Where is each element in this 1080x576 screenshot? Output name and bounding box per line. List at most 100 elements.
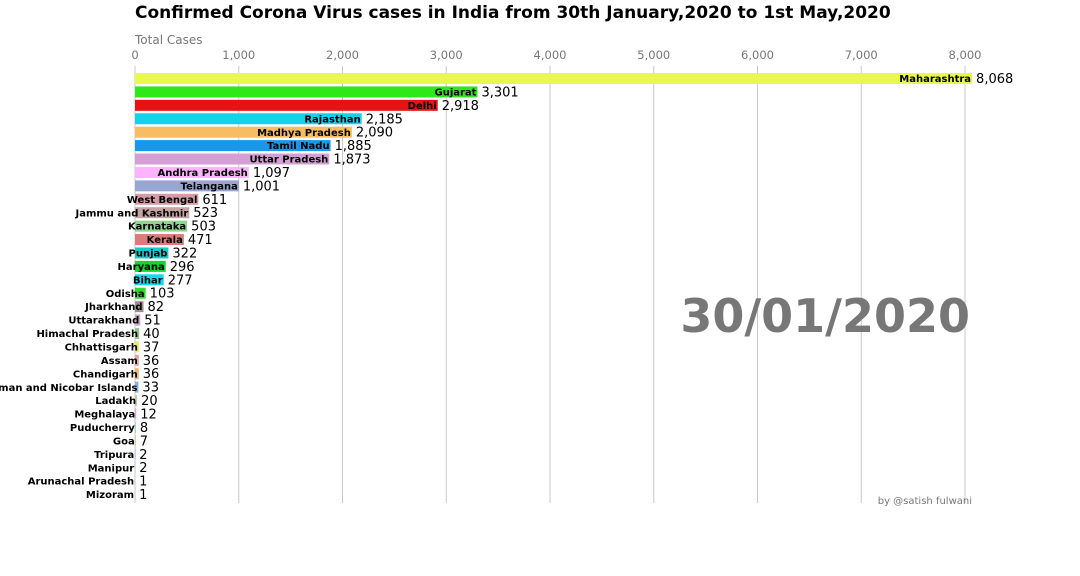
bar-value-label: 82 [148, 300, 165, 315]
bar-category-label: Chhattisgarh [65, 343, 138, 354]
bar [135, 462, 136, 474]
bar-value-label: 1 [139, 475, 147, 490]
bar-value-label: 611 [202, 193, 227, 208]
bar [135, 207, 190, 219]
bar [135, 220, 188, 232]
bar-value-label: 37 [143, 340, 160, 355]
bar-value-label: 523 [193, 206, 218, 221]
bar-category-label: Madhya Pradesh [257, 128, 351, 139]
bar-category-label: Uttarakhand [68, 316, 139, 327]
bar-value-label: 2,185 [366, 112, 403, 127]
bar [135, 327, 140, 339]
bar [135, 287, 146, 299]
bar-value-label: 8 [140, 421, 148, 436]
x-axis-ticks: 0 1,000 2,000 3,000 4,000 5,000 6,000 7,000 8,00… [131, 48, 981, 62]
bar [135, 489, 136, 501]
bar-category-label: Odisha [106, 289, 145, 300]
bar-value-label: 8,068 [976, 72, 1013, 87]
bar-value-label: 296 [170, 260, 195, 275]
bar-category-label: Mizoram [86, 490, 134, 501]
bar [135, 180, 239, 192]
bar [135, 234, 184, 246]
bar [135, 86, 478, 98]
gridlines [134, 66, 966, 503]
bar-category-label: Goa [113, 436, 135, 447]
bar [135, 421, 136, 433]
bar-category-label: Gujarat [435, 88, 477, 99]
bar-category-label: Haryana [118, 262, 165, 273]
bar [135, 435, 136, 447]
bar-category-label: Manipur [88, 463, 135, 474]
bar-category-label: Tamil Nadu [267, 141, 329, 152]
bar-value-label: 2,918 [442, 99, 479, 114]
bar-category-label: Bihar [133, 275, 163, 286]
bar [135, 381, 139, 393]
bar-value-label: 1,001 [243, 179, 280, 194]
bar-value-label: 2,090 [356, 126, 393, 141]
bar-category-label: Assam [101, 356, 138, 367]
x-tick-label: 5,000 [637, 48, 670, 62]
x-tick-label: 8,000 [949, 48, 982, 62]
x-tick-label: 0 [131, 48, 138, 62]
bar-category-label: Himachal Pradesh [36, 329, 138, 340]
bar-value-label: 471 [188, 233, 213, 248]
bar-category-label: Maharashtra [899, 74, 971, 85]
bar [135, 247, 169, 259]
bar-value-label: 7 [140, 434, 148, 449]
bar-value-label: 322 [172, 246, 197, 261]
x-tick-label: 6,000 [741, 48, 774, 62]
bar [135, 126, 352, 138]
bar-value-label: 277 [168, 273, 193, 288]
bar-category-label: Rajasthan [304, 114, 360, 125]
bar [135, 140, 331, 152]
bar [135, 448, 136, 460]
bar-value-label: 20 [141, 394, 158, 409]
bar-value-label: 103 [150, 287, 175, 302]
bar [135, 153, 330, 165]
bar-category-label: Jammu and Kashmir [74, 208, 188, 219]
bar-category-label: Kerala [147, 235, 183, 246]
bar-category-label: Telangana [181, 181, 238, 192]
x-tick-label: 1,000 [222, 48, 255, 62]
bar-value-label: 12 [140, 408, 157, 423]
bar [135, 475, 136, 487]
x-tick-label: 7,000 [845, 48, 878, 62]
bar [135, 99, 438, 111]
bar-value-label: 51 [144, 314, 161, 329]
bar-value-label: 40 [143, 327, 160, 342]
bar [135, 301, 144, 313]
bar [135, 314, 141, 326]
x-axis-label: Total Cases [134, 33, 202, 47]
bar-category-label: Puducherry [70, 423, 135, 434]
bar-value-label: 3,301 [481, 85, 518, 100]
bar-value-label: 1,885 [335, 139, 372, 154]
bar [135, 368, 139, 380]
bar-category-label: Arunachal Pradesh [28, 477, 134, 488]
bar [135, 166, 249, 178]
bar-value-label: 503 [191, 220, 216, 235]
bars: Maharashtra 8,068 Gujarat 3,301 Delhi 2,918 Ra… [0, 72, 1013, 503]
bar-value-label: 2 [139, 461, 147, 476]
bar-category-label: Delhi [408, 101, 437, 112]
date-label: 30/01/2020 [680, 289, 970, 343]
bar [135, 395, 138, 407]
bar-value-label: 33 [142, 381, 159, 396]
x-tick-label: 4,000 [534, 48, 567, 62]
bar [135, 274, 164, 286]
bar [135, 193, 199, 205]
chart-title: Confirmed Corona Virus cases in India fr… [135, 3, 891, 23]
bar-category-label: Meghalaya [74, 410, 135, 421]
bar-value-label: 1,097 [253, 166, 290, 181]
bar-category-label: Punjab [129, 249, 168, 260]
bar-value-label: 36 [143, 354, 160, 369]
bar-category-label: Uttar Pradesh [249, 155, 328, 166]
bar [135, 73, 973, 84]
bar-category-label: Tripura [94, 450, 134, 461]
bar-category-label: Karnataka [128, 222, 186, 233]
bar-category-label: Andhra Pradesh [157, 168, 247, 179]
bar [135, 408, 137, 420]
bar-category-label: Jharkhand [84, 302, 142, 313]
bar-category-label: Chandigarh [73, 369, 138, 380]
bar [135, 354, 139, 366]
